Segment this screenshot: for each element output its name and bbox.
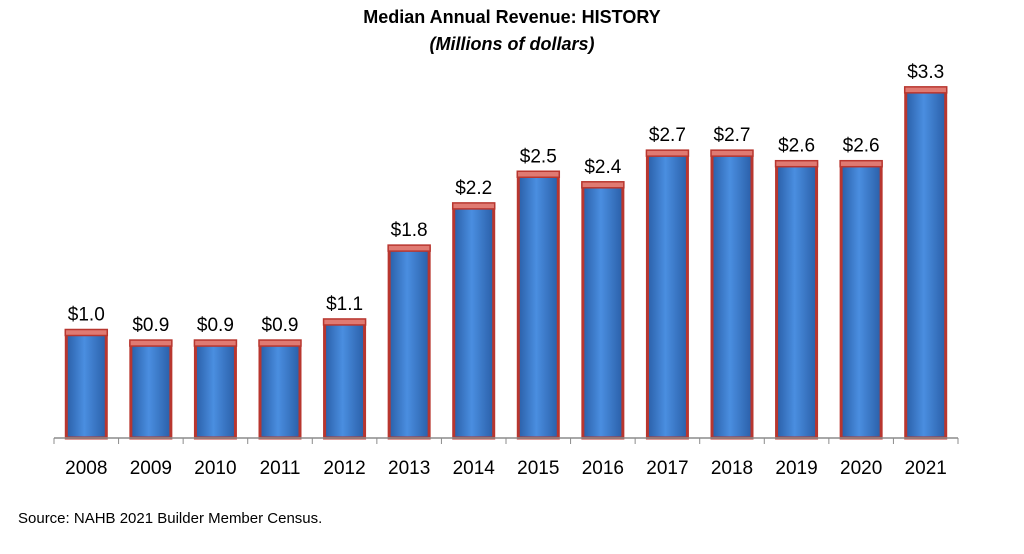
chart-title: Median Annual Revenue: HISTORY xyxy=(363,7,661,27)
bar-cap-2014 xyxy=(451,202,496,210)
value-label: $2.6 xyxy=(778,136,815,157)
bar-2021 xyxy=(904,88,948,440)
bar-cap-2008 xyxy=(64,328,109,337)
bar-2019 xyxy=(775,162,819,440)
value-label: $1.8 xyxy=(391,220,428,241)
value-label: $0.9 xyxy=(262,315,299,336)
bar-2020 xyxy=(839,162,883,440)
value-label: $1.0 xyxy=(68,305,105,326)
source-note: Source: NAHB 2021 Builder Member Census. xyxy=(18,510,323,527)
value-label: $0.9 xyxy=(132,315,169,336)
x-tick-label: 2010 xyxy=(194,458,236,479)
x-axis xyxy=(53,437,959,444)
value-label: $1.1 xyxy=(326,294,363,315)
x-tick-label: 2008 xyxy=(65,458,107,479)
bars-layer xyxy=(64,86,948,440)
x-tick-label: 2014 xyxy=(453,458,496,479)
x-tick-label: 2019 xyxy=(775,458,817,479)
x-tick-label: 2017 xyxy=(646,458,688,479)
bar-cap-2020 xyxy=(839,159,883,168)
x-tick-label: 2013 xyxy=(388,458,430,479)
bar-2010 xyxy=(193,341,237,440)
value-label: $2.7 xyxy=(649,125,686,146)
bar-2016 xyxy=(581,183,625,440)
bar-cap-2015 xyxy=(516,170,561,178)
bar-cap-2012 xyxy=(322,318,367,326)
bar-2008 xyxy=(64,331,108,440)
x-tick-label: 2021 xyxy=(905,458,947,479)
bar-cap-2016 xyxy=(581,181,625,189)
x-tick-label: 2020 xyxy=(840,458,882,479)
value-label: $2.4 xyxy=(584,157,621,178)
bar-2018 xyxy=(710,151,754,440)
bar-cap-2019 xyxy=(774,159,819,168)
bar-cap-2017 xyxy=(645,149,690,157)
x-tick-label: 2009 xyxy=(130,458,172,479)
bar-2015 xyxy=(516,172,560,440)
bar-cap-2013 xyxy=(387,244,431,252)
x-tick-label: 2011 xyxy=(260,458,301,479)
value-label: $2.6 xyxy=(843,136,880,157)
value-labels: $1.0 $0.9 $0.9 $0.9 $1.1 $1.8 $2.2 $2.5 $2.4 $2.7… xyxy=(68,62,944,336)
x-tick-label: 2018 xyxy=(711,458,753,479)
x-tick-label: 2016 xyxy=(582,458,624,479)
chart-subtitle: (Millions of dollars) xyxy=(429,34,595,54)
bar-2014 xyxy=(452,204,496,440)
value-label: $3.3 xyxy=(907,62,944,83)
x-tick-label: 2012 xyxy=(323,458,365,479)
bar-cap-2021 xyxy=(903,86,948,94)
bar-2013 xyxy=(387,246,431,440)
bar-2012 xyxy=(323,320,367,440)
value-label: $2.7 xyxy=(714,125,751,146)
value-label: $2.5 xyxy=(520,146,557,167)
x-tick-label: 2015 xyxy=(517,458,559,479)
value-label: $2.2 xyxy=(455,178,492,199)
bar-2011 xyxy=(258,341,302,440)
bar-cap-2018 xyxy=(710,149,754,157)
bar-2017 xyxy=(645,151,689,440)
bar-cap-2011 xyxy=(258,339,302,347)
bar-cap-2009 xyxy=(129,339,173,347)
value-label: $0.9 xyxy=(197,315,234,336)
bar-cap-2010 xyxy=(193,339,238,347)
bar-2009 xyxy=(129,341,173,440)
x-tick-labels: 2008 2009 2010 2011 2012 2013 2014 2015 2016 2017… xyxy=(65,458,947,479)
